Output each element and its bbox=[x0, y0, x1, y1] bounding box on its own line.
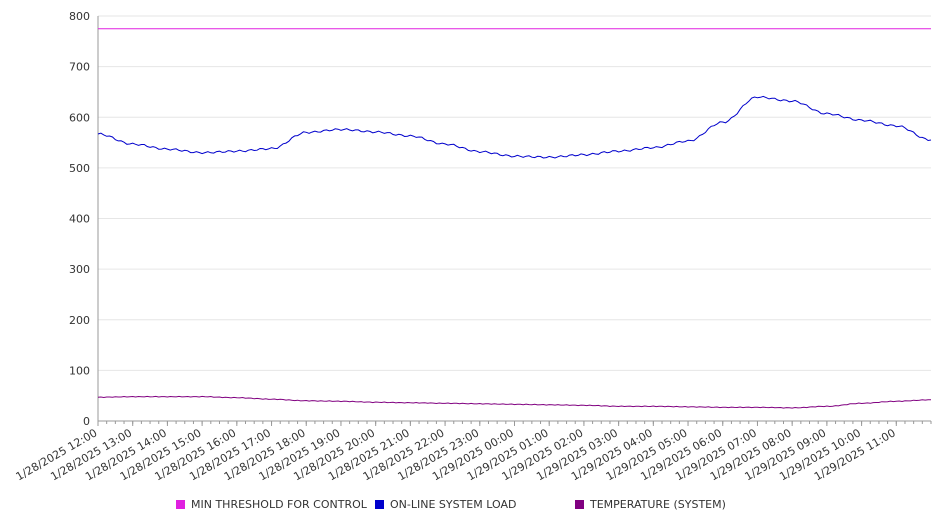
y-tick-label: 800 bbox=[69, 10, 90, 23]
legend-item-min-threshold: MIN THRESHOLD FOR CONTROL bbox=[176, 498, 367, 511]
legend-swatch bbox=[575, 500, 584, 509]
legend-item-temperature: TEMPERATURE (SYSTEM) bbox=[575, 498, 726, 511]
series-line-on-line-system-load bbox=[97, 95, 932, 159]
legend-label: ON-LINE SYSTEM LOAD bbox=[390, 498, 517, 511]
legend-label: MIN THRESHOLD FOR CONTROL bbox=[191, 498, 367, 511]
y-tick-label: 200 bbox=[69, 314, 90, 327]
legend-label: TEMPERATURE (SYSTEM) bbox=[590, 498, 726, 511]
y-tick-label: 300 bbox=[69, 263, 90, 276]
y-tick-label: 500 bbox=[69, 162, 90, 175]
legend-swatch bbox=[176, 500, 185, 509]
legend-item-online-system-load: ON-LINE SYSTEM LOAD bbox=[375, 498, 516, 511]
y-tick-label: 700 bbox=[69, 61, 90, 74]
legend-swatch bbox=[375, 500, 384, 509]
y-tick-label: 0 bbox=[83, 415, 90, 428]
y-tick-label: 100 bbox=[69, 364, 90, 377]
y-tick-label: 600 bbox=[69, 111, 90, 124]
y-tick-label: 400 bbox=[69, 213, 90, 226]
legend: MIN THRESHOLD FOR CONTROL ON-LINE SYSTEM… bbox=[0, 498, 946, 514]
series-line-temperature-system bbox=[97, 395, 931, 409]
